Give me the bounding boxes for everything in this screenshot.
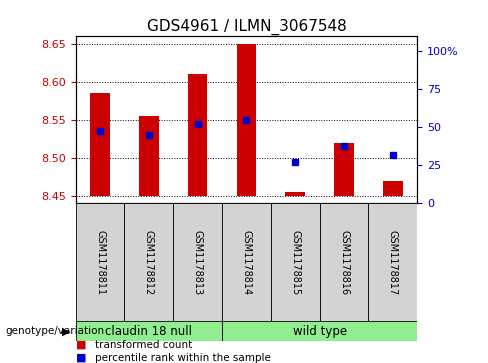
Bar xyxy=(271,203,320,321)
Text: GSM1178811: GSM1178811 xyxy=(95,230,105,295)
Text: GSM1178817: GSM1178817 xyxy=(388,230,398,295)
Text: ▶: ▶ xyxy=(61,326,70,336)
Bar xyxy=(334,143,354,196)
Text: GSM1178814: GSM1178814 xyxy=(242,230,251,295)
Text: GSM1178816: GSM1178816 xyxy=(339,230,349,295)
Title: GDS4961 / ILMN_3067548: GDS4961 / ILMN_3067548 xyxy=(146,19,346,35)
Text: GSM1178813: GSM1178813 xyxy=(193,230,203,295)
Bar xyxy=(383,180,403,196)
Bar xyxy=(124,203,173,321)
Text: percentile rank within the sample: percentile rank within the sample xyxy=(95,352,271,363)
Text: transformed count: transformed count xyxy=(95,340,192,350)
Bar xyxy=(237,44,256,196)
Bar xyxy=(76,321,222,341)
Text: claudin 18 null: claudin 18 null xyxy=(105,325,192,338)
Text: ■: ■ xyxy=(76,340,86,350)
Bar xyxy=(285,192,305,196)
Text: ■: ■ xyxy=(76,352,86,363)
Bar xyxy=(222,203,271,321)
Bar xyxy=(173,203,222,321)
Bar xyxy=(222,321,417,341)
Text: GSM1178815: GSM1178815 xyxy=(290,230,300,295)
Bar xyxy=(188,74,207,196)
Text: wild type: wild type xyxy=(293,325,346,338)
Text: GSM1178812: GSM1178812 xyxy=(144,230,154,295)
Bar xyxy=(90,93,110,196)
Bar xyxy=(76,203,124,321)
Bar xyxy=(368,203,417,321)
Bar xyxy=(139,116,159,196)
Text: genotype/variation: genotype/variation xyxy=(5,326,104,336)
Bar xyxy=(320,203,368,321)
